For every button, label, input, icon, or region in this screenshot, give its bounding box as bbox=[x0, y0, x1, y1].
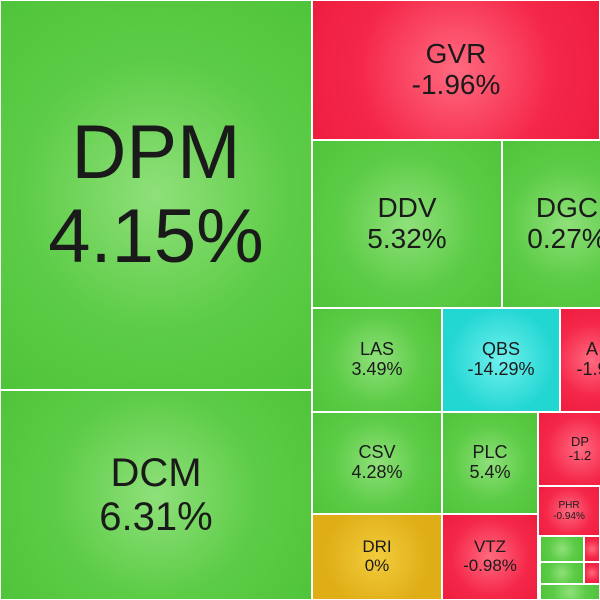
change-label: 5.4% bbox=[469, 462, 511, 482]
ticker-label: CSV bbox=[358, 442, 396, 463]
ticker-label: PLC bbox=[472, 442, 508, 463]
tile: DRI 0% bbox=[312, 514, 442, 600]
change-label: 5.32% bbox=[367, 223, 447, 254]
tile bbox=[540, 562, 584, 584]
ticker-label: VTZ bbox=[473, 537, 507, 557]
tile: DP -1.2 bbox=[538, 412, 600, 486]
change-label: -1.96% bbox=[411, 69, 501, 100]
tile: PLC 5.4% bbox=[442, 412, 538, 514]
change-label: 3.49% bbox=[351, 359, 403, 379]
tile: DPM 4.15% bbox=[0, 0, 312, 390]
tile: DCM 6.31% bbox=[0, 390, 312, 600]
ticker-label: A bbox=[585, 339, 598, 360]
ticker-label: DRI bbox=[362, 537, 392, 557]
tile bbox=[584, 536, 600, 562]
change-label: 0.27% bbox=[527, 223, 600, 254]
ticker-label: DDV bbox=[377, 192, 437, 224]
change-label: -14.29% bbox=[467, 359, 535, 379]
ticker-label: DCM bbox=[110, 451, 202, 495]
tile: DDV 5.32% bbox=[312, 140, 502, 308]
tile: GVR -1.96% bbox=[312, 0, 600, 140]
tile: A-1.9 bbox=[560, 308, 600, 412]
tile: PHR -0.94% bbox=[538, 486, 600, 536]
tile: QBS -14.29% bbox=[442, 308, 560, 412]
tile bbox=[584, 562, 600, 584]
tile bbox=[540, 536, 584, 562]
change-label: 6.31% bbox=[99, 495, 213, 539]
ticker-label: DGC bbox=[535, 192, 599, 224]
tile: VTZ -0.98% bbox=[442, 514, 538, 600]
change-label: 0% bbox=[364, 556, 390, 575]
ticker-label: DP bbox=[570, 433, 590, 449]
ticker-label: GVR bbox=[425, 38, 487, 70]
tile: DGC 0.27% bbox=[502, 140, 600, 308]
ticker-label: QBS bbox=[481, 339, 520, 360]
ticker-label: DPM bbox=[71, 110, 241, 196]
change-label: -0.98% bbox=[463, 556, 517, 575]
change-label: -1.9 bbox=[576, 359, 600, 379]
tile: LAS 3.49% bbox=[312, 308, 442, 412]
change-label: 4.15% bbox=[48, 194, 264, 279]
change-label: -0.94% bbox=[553, 511, 585, 522]
tile bbox=[540, 584, 600, 600]
ticker-label: LAS bbox=[359, 339, 395, 360]
change-label: -1.2 bbox=[568, 448, 592, 463]
tile: CSV 4.28% bbox=[312, 412, 442, 514]
ticker-label: PHR bbox=[558, 500, 580, 511]
change-label: 4.28% bbox=[351, 462, 403, 482]
